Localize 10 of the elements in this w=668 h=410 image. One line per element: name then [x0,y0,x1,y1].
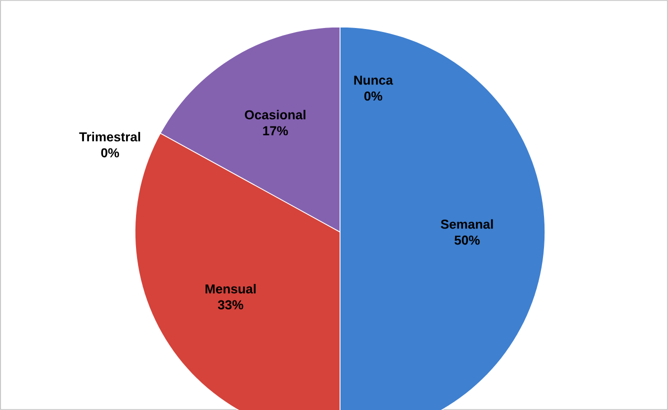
data-label: 50% [454,236,480,245]
data-label: 17% [263,126,288,136]
text: 0% [364,91,382,101]
data-label: 33% [218,300,244,310]
slice-label: Mensual [206,284,256,294]
text: 0% [101,148,120,158]
category-label: Trimestral [79,132,140,142]
slice-label: Ocasional [244,110,306,120]
slice-label: Semanal [440,219,493,229]
category-label: Nunca [354,76,394,85]
